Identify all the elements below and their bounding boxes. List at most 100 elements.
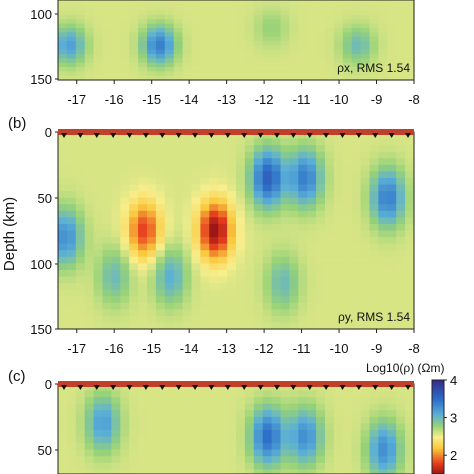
heatmap-cell: [58, 45, 68, 51]
heatmap-cell: [66, 416, 77, 424]
heatmap-cell: [280, 0, 290, 3]
heatmap-cell: [307, 309, 317, 317]
heatmap-cell: [333, 67, 344, 72]
heatmap-cell: [271, 469, 282, 474]
heatmap-cell: [387, 54, 397, 59]
panel-annotation: ρy, RMS 1.54: [338, 310, 410, 324]
heatmap-cell: [200, 204, 210, 212]
heatmap-cell: [173, 2, 184, 7]
heatmap-cell: [360, 256, 371, 264]
heatmap-cell: [405, 436, 415, 444]
heatmap-cell: [138, 283, 148, 291]
heatmap-cell: [200, 449, 210, 457]
heatmap-cell: [75, 197, 86, 205]
heatmap-cell: [333, 6, 344, 12]
heatmap-cell: [182, 237, 193, 245]
heatmap-cell: [244, 164, 255, 172]
heatmap-cell: [298, 410, 308, 418]
heatmap-cell: [244, 132, 255, 140]
heatmap-cell: [200, 145, 210, 153]
heatmap-cell: [280, 132, 290, 140]
heatmap-cell: [173, 62, 184, 68]
heatmap-cell: [147, 469, 157, 474]
station-marker: [208, 385, 215, 390]
heatmap-cell: [155, 132, 166, 140]
heatmap-cell: [236, 36, 246, 42]
heatmap-cell: [138, 71, 148, 77]
heatmap-cell: [75, 6, 86, 12]
heatmap-cell: [262, 449, 273, 457]
heatmap-cell: [84, 197, 95, 205]
heatmap-cell: [333, 204, 344, 212]
heatmap-cell: [316, 283, 326, 291]
heatmap-cell: [289, 390, 299, 398]
heatmap-cell: [200, 62, 210, 68]
heatmap-cell: [253, 23, 264, 29]
heatmap-cell: [387, 449, 397, 457]
heatmap-cell: [84, 263, 95, 271]
heatmap-cell: [75, 54, 86, 59]
heatmap-cell: [271, 256, 282, 264]
heatmap-cell: [342, 10, 353, 16]
heatmap-cell: [93, 462, 104, 470]
heatmap-cell: [325, 390, 335, 398]
heatmap-cell: [253, 436, 264, 444]
heatmap-cell: [325, 296, 335, 304]
heatmap-cell: [298, 75, 308, 81]
heatmap-cell: [155, 410, 166, 418]
heatmap-cell: [405, 302, 415, 310]
heatmap-cell: [253, 19, 264, 25]
heatmap-cell: [333, 384, 344, 392]
heatmap-cell: [182, 429, 193, 438]
heatmap-cell: [236, 469, 246, 474]
heatmap-cell: [360, 269, 371, 278]
heatmap-cell: [396, 158, 406, 166]
heatmap-cell: [369, 423, 379, 431]
heatmap-cell: [307, 171, 317, 179]
heatmap-cell: [333, 138, 344, 146]
heatmap-cell: [84, 158, 95, 166]
heatmap-cell: [236, 243, 246, 251]
heatmap-cell: [378, 269, 388, 278]
heatmap-cell: [387, 184, 397, 192]
heatmap-cell: [387, 138, 397, 146]
heatmap-cell: [227, 462, 237, 470]
heatmap-cell: [120, 164, 130, 172]
heatmap-cell: [120, 45, 130, 51]
colorbar-swatch: [432, 405, 444, 408]
heatmap-cell: [307, 210, 317, 218]
heatmap-cell: [218, 322, 228, 330]
heatmap-cell: [360, 217, 371, 225]
heatmap-cell: [271, 45, 282, 51]
heatmap-cell: [209, 443, 219, 451]
heatmap-cell: [147, 177, 157, 186]
heatmap-cell: [93, 403, 104, 411]
heatmap-cell: [244, 2, 255, 7]
heatmap-cell: [387, 41, 397, 46]
heatmap-cell: [155, 302, 166, 310]
heatmap-cell: [360, 416, 371, 424]
heatmap-cell: [244, 54, 255, 59]
heatmap-cell: [333, 443, 344, 451]
heatmap-cell: [387, 45, 397, 51]
heatmap-cell: [387, 15, 397, 20]
heatmap-cell: [93, 197, 104, 205]
heatmap-cell: [147, 416, 157, 424]
heatmap-cell: [182, 41, 193, 46]
colorbar-swatch: [432, 464, 444, 467]
heatmap-cell: [333, 469, 344, 474]
heatmap-cell: [173, 283, 184, 291]
heatmap-cell: [298, 322, 308, 330]
station-marker: [159, 385, 166, 390]
heatmap-cell: [218, 410, 228, 418]
heatmap-cell: [155, 75, 166, 81]
heatmap-cell: [66, 67, 77, 72]
heatmap-cell: [387, 322, 397, 330]
heatmap-cell: [342, 71, 353, 77]
heatmap-cell: [396, 75, 406, 81]
heatmap-cell: [307, 250, 317, 258]
heatmap-cell: [378, 462, 388, 470]
heatmap-cell: [75, 36, 86, 42]
heatmap-cell: [369, 151, 379, 159]
heatmap-cell: [351, 462, 362, 470]
